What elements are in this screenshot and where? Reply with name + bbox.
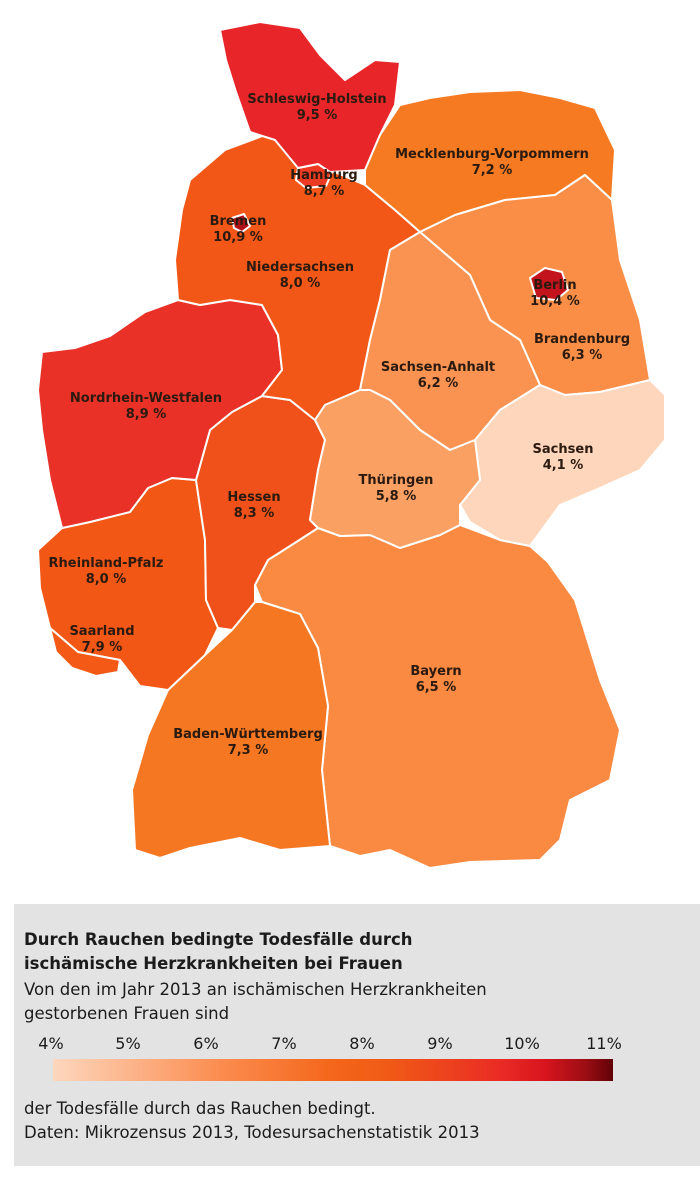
legend-subtitle-line-1: Von den im Jahr 2013 an ischämischen Her… — [24, 980, 487, 999]
label-schleswig-holstein: Schleswig-Holstein 9,5 % — [247, 92, 386, 124]
label-sachsen-anhalt: Sachsen-Anhalt 6,2 % — [381, 360, 495, 392]
label-bayern: Bayern 6,5 % — [410, 664, 461, 696]
state-value: 10,9 % — [213, 230, 263, 245]
state-value: 8,7 % — [303, 184, 345, 199]
legend-subtitle-line-2: gestorbenen Frauen sind — [24, 1004, 230, 1023]
label-thueringen: Thüringen 5,8 % — [359, 473, 434, 505]
label-berlin: Berlin 10,4 % — [530, 278, 580, 310]
state-value: 9,5 % — [296, 108, 338, 123]
state-value: 8,0 % — [279, 276, 321, 291]
state-name: Mecklenburg-Vorpommern — [395, 147, 589, 162]
state-name: Schleswig-Holstein — [247, 92, 387, 107]
state-value: 6,5 % — [415, 680, 457, 695]
label-niedersachsen: Niedersachsen 8,0 % — [246, 260, 354, 292]
state-value: 4,1 % — [542, 458, 584, 473]
scale-tick-5: 5% — [115, 1034, 141, 1053]
label-bremen: Bremen 10,9 % — [210, 214, 267, 246]
state-value: 7,2 % — [471, 163, 513, 178]
label-baden-wuerttemberg: Baden-Württemberg 7,3 % — [173, 727, 323, 759]
state-name: Sachsen — [532, 442, 594, 457]
state-name: Berlin — [533, 278, 577, 293]
label-mecklenburg-vorpommern: Mecklenburg-Vorpommern 7,2 % — [395, 147, 589, 179]
state-value: 10,4 % — [530, 294, 580, 309]
label-nordrhein-westfalen: Nordrhein-Westfalen 8,9 % — [70, 391, 222, 423]
state-value: 5,8 % — [375, 489, 417, 504]
label-saarland: Saarland 7,9 % — [69, 624, 134, 656]
state-name: Nordrhein-Westfalen — [69, 391, 223, 406]
state-SN[interactable] — [459, 379, 666, 547]
label-hamburg: Hamburg 8,7 % — [290, 168, 357, 200]
state-HB[interactable] — [231, 213, 251, 233]
state-name: Bremen — [209, 214, 267, 229]
state-value: 6,3 % — [561, 348, 603, 363]
state-name: Sachsen-Anhalt — [380, 360, 496, 375]
scale-tick-8: 8% — [349, 1034, 375, 1053]
legend-footer-line-2: Daten: Mikrozensus 2013, Todesursachenst… — [24, 1123, 480, 1142]
state-value: 8,0 % — [85, 572, 127, 587]
label-brandenburg: Brandenburg 6,3 % — [534, 332, 630, 364]
germany-map: Schleswig-Holstein 9,5 % Hamburg 8,7 % B… — [37, 21, 666, 869]
state-SL[interactable] — [49, 627, 121, 677]
state-name: Thüringen — [358, 473, 434, 488]
state-BE[interactable] — [529, 267, 569, 301]
scale-tick-7: 7% — [271, 1034, 297, 1053]
state-name: Niedersachsen — [246, 260, 354, 275]
state-value: 8,9 % — [125, 407, 167, 422]
legend-title-line-2: ischämische Herzkrankheiten bei Frauen — [24, 954, 403, 973]
map-svg — [37, 21, 666, 869]
label-sachsen: Sachsen 4,1 % — [533, 442, 594, 474]
state-TH[interactable] — [309, 389, 481, 549]
state-name: Bayern — [410, 664, 462, 679]
state-name: Rheinland-Pfalz — [48, 556, 164, 571]
scale-tick-9: 9% — [427, 1034, 453, 1053]
state-value: 6,2 % — [417, 376, 459, 391]
legend-panel — [14, 904, 700, 1166]
legend-footer-line-1: der Todesfälle durch das Rauchen bedingt… — [24, 1099, 376, 1118]
state-name: Brandenburg — [533, 332, 631, 347]
state-value: 8,3 % — [233, 506, 275, 521]
state-name: Baden-Württemberg — [173, 727, 323, 742]
state-name: Saarland — [69, 624, 135, 639]
state-name: Hessen — [227, 490, 281, 505]
state-value: 7,9 % — [81, 640, 123, 655]
scale-tick-11: 11% — [586, 1034, 622, 1053]
scale-tick-4: 4% — [38, 1034, 64, 1053]
legend-title-line-1: Durch Rauchen bedingte Todesfälle durch — [24, 930, 413, 949]
scale-tick-6: 6% — [193, 1034, 219, 1053]
state-name: Hamburg — [290, 168, 358, 183]
color-scale-bar — [53, 1059, 613, 1081]
state-NW[interactable] — [37, 299, 283, 529]
label-rheinland-pfalz: Rheinland-Pfalz 8,0 % — [49, 556, 164, 588]
scale-tick-10: 10% — [504, 1034, 540, 1053]
state-value: 7,3 % — [227, 743, 269, 758]
label-hessen: Hessen 8,3 % — [227, 490, 280, 522]
